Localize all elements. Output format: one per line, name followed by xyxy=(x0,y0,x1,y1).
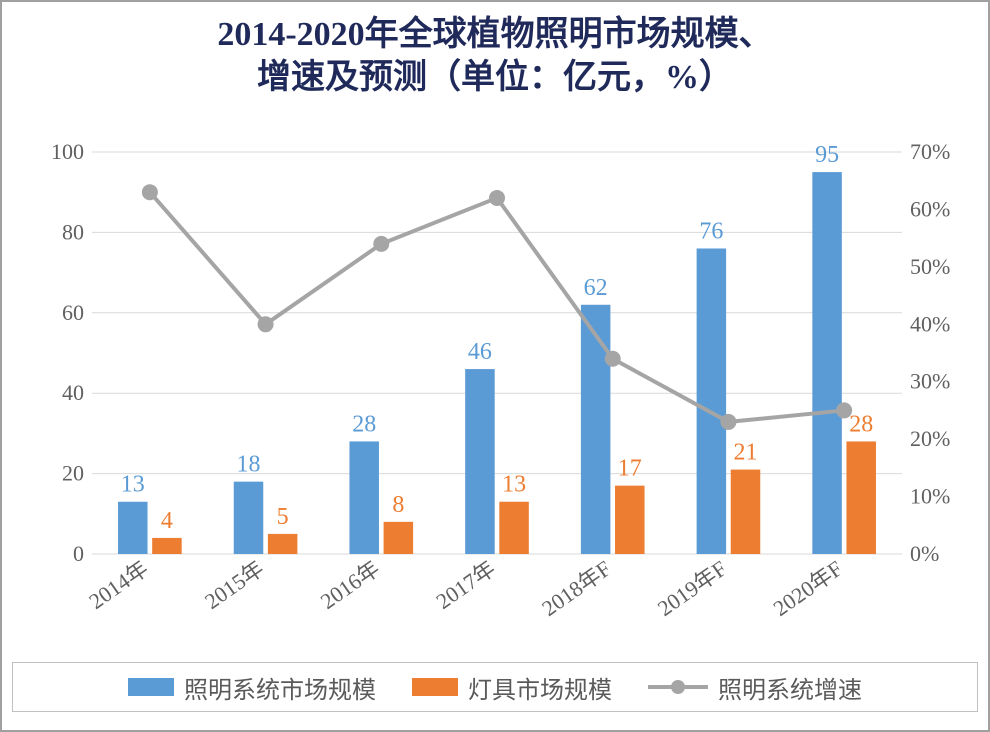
svg-text:2020年F: 2020年F xyxy=(769,556,847,621)
svg-text:30%: 30% xyxy=(910,369,950,394)
svg-text:100: 100 xyxy=(51,139,84,164)
chart-title-line2: 增速及预测（单位：亿元，%） xyxy=(2,57,988,100)
svg-text:20: 20 xyxy=(62,461,84,486)
svg-text:40%: 40% xyxy=(910,311,950,336)
svg-text:50%: 50% xyxy=(910,254,950,279)
svg-text:2017年: 2017年 xyxy=(431,556,499,614)
svg-text:95: 95 xyxy=(815,142,839,168)
svg-text:18: 18 xyxy=(237,452,261,478)
svg-text:28: 28 xyxy=(849,411,873,437)
legend-label-bar1: 照明系统市场规模 xyxy=(184,670,376,705)
chart-title: 2014-2020年全球植物照明市场规模、 增速及预测（单位：亿元，%） xyxy=(2,2,988,99)
plot-svg: 0204060801000%10%20%30%40%50%60%70%13418… xyxy=(82,142,912,554)
x-axis-labels: 2014年 2015年 2016年 2017年 2018年F 2019年F 2020年F xyxy=(82,554,912,664)
legend-swatch-bar2 xyxy=(412,678,458,696)
svg-text:5: 5 xyxy=(277,504,289,530)
svg-text:62: 62 xyxy=(584,275,608,301)
legend-swatch-line xyxy=(648,677,708,697)
svg-text:46: 46 xyxy=(468,339,492,365)
svg-text:10%: 10% xyxy=(910,484,950,509)
svg-text:80: 80 xyxy=(62,219,84,244)
svg-text:13: 13 xyxy=(121,472,145,498)
legend-label-bar2: 灯具市场规模 xyxy=(468,670,612,705)
svg-text:40: 40 xyxy=(62,380,84,405)
svg-text:60%: 60% xyxy=(910,196,950,221)
svg-text:13: 13 xyxy=(502,472,526,498)
chart-title-line1: 2014-2020年全球植物照明市场规模、 xyxy=(2,14,988,57)
svg-text:76: 76 xyxy=(699,218,723,244)
legend-label-line: 照明系统增速 xyxy=(718,670,862,705)
svg-text:28: 28 xyxy=(352,411,376,437)
svg-text:2016年: 2016年 xyxy=(316,556,384,614)
svg-text:70%: 70% xyxy=(910,139,950,164)
svg-text:21: 21 xyxy=(733,440,757,466)
svg-text:20%: 20% xyxy=(910,426,950,451)
svg-text:2014年: 2014年 xyxy=(84,556,152,614)
svg-text:17: 17 xyxy=(618,456,642,482)
svg-text:0%: 0% xyxy=(910,541,939,566)
legend-item-bar2: 灯具市场规模 xyxy=(412,670,612,705)
chart-container: 2014-2020年全球植物照明市场规模、 增速及预测（单位：亿元，%） 020… xyxy=(0,0,990,732)
svg-text:4: 4 xyxy=(161,508,173,534)
svg-text:8: 8 xyxy=(392,492,404,518)
svg-text:2019年F: 2019年F xyxy=(653,556,731,621)
legend: 照明系统市场规模 灯具市场规模 照明系统增速 xyxy=(12,662,978,712)
svg-text:60: 60 xyxy=(62,300,84,325)
svg-text:2018年F: 2018年F xyxy=(537,556,615,621)
legend-swatch-bar1 xyxy=(128,678,174,696)
legend-item-bar1: 照明系统市场规模 xyxy=(128,670,376,705)
plot-area: 0204060801000%10%20%30%40%50%60%70%13418… xyxy=(82,142,908,550)
svg-text:2015年: 2015年 xyxy=(200,556,268,614)
legend-item-line: 照明系统增速 xyxy=(648,670,862,705)
